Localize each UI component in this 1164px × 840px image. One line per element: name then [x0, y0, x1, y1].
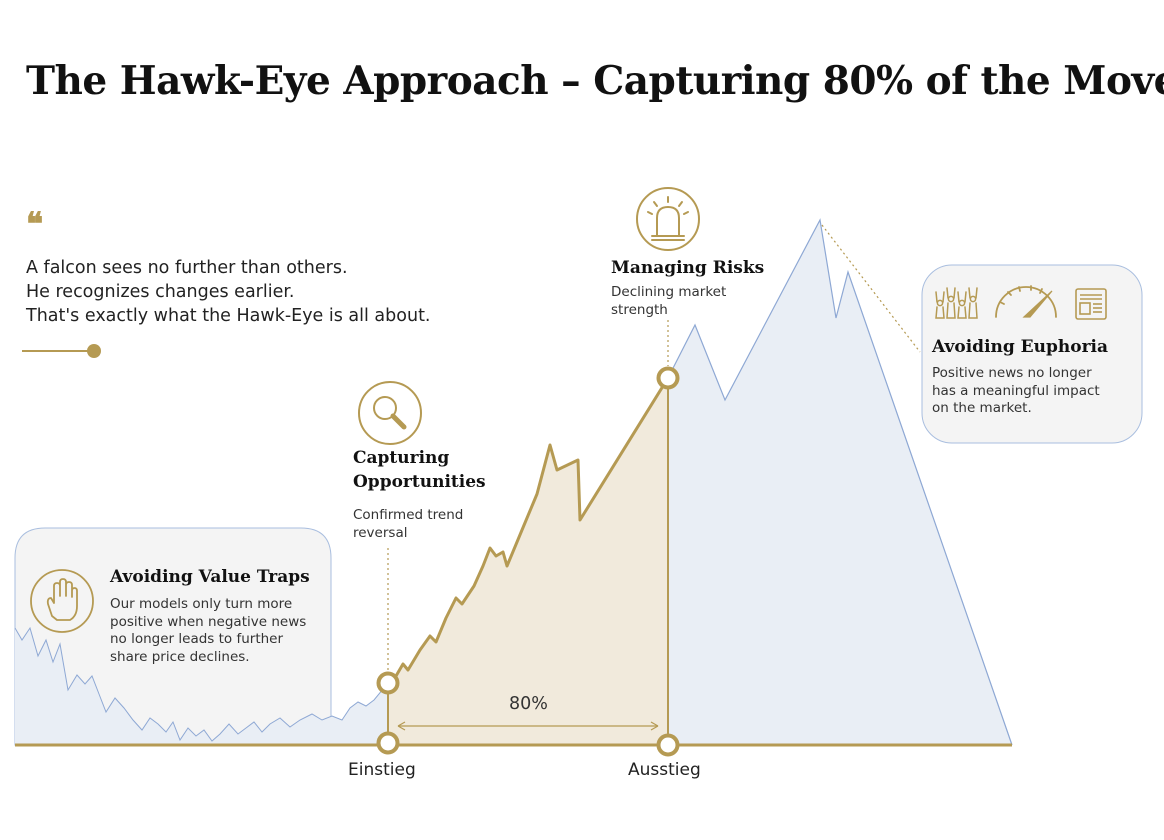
euphoria-description: Positive news no longer has a meaningful…: [932, 365, 1100, 416]
quote-line: He recognizes changes earlier.: [26, 282, 295, 302]
percent-range-arrow: [397, 721, 659, 731]
post-exit-line: [667, 218, 1013, 746]
pre-entry-line: [14, 626, 389, 742]
quote-mark: ❝: [26, 205, 44, 243]
exit-axis-marker: [656, 733, 680, 757]
exit-label: Ausstieg: [628, 760, 701, 780]
page-title: The Hawk-Eye Approach – Capturing 80% of…: [26, 58, 1164, 104]
hand-stop-icon: [30, 569, 94, 633]
captured-move-line: [387, 377, 670, 685]
capture-percent-label: 80%: [509, 694, 548, 714]
risks-title: Managing Risks: [611, 258, 765, 278]
euphoria-title: Avoiding Euphoria: [932, 337, 1109, 357]
risks-description: Declining market strength: [611, 284, 727, 318]
opportunities-title: Capturing Opportunities: [353, 448, 486, 492]
newspaper-icon: [1075, 288, 1107, 320]
entry-axis-marker: [376, 731, 400, 755]
euphoria-leader: [821, 224, 921, 353]
captured-move-area: [388, 378, 668, 745]
quote-line: A falcon sees no further than others.: [26, 258, 348, 278]
magnifier-icon: [358, 381, 422, 445]
falcon-quote: A falcon sees no further than others. He…: [26, 256, 431, 328]
value-traps-description: Our models only turn more positive when …: [110, 596, 307, 665]
value-traps-title: Avoiding Value Traps: [110, 567, 310, 587]
entry-label: Einstieg: [348, 760, 416, 780]
siren-icon: [636, 187, 700, 251]
entry-trend-marker: [376, 671, 400, 695]
cheering-crowd-icon: [935, 287, 978, 319]
exit-peak-marker: [656, 366, 680, 390]
quote-divider-dot: [87, 344, 101, 358]
opportunities-description: Confirmed trend reversal: [353, 507, 464, 541]
post-exit-area: [668, 220, 1012, 745]
speedometer-icon: [995, 285, 1057, 318]
quote-line: That's exactly what the Hawk-Eye is all …: [26, 306, 431, 326]
pre-entry-area: [15, 628, 388, 745]
